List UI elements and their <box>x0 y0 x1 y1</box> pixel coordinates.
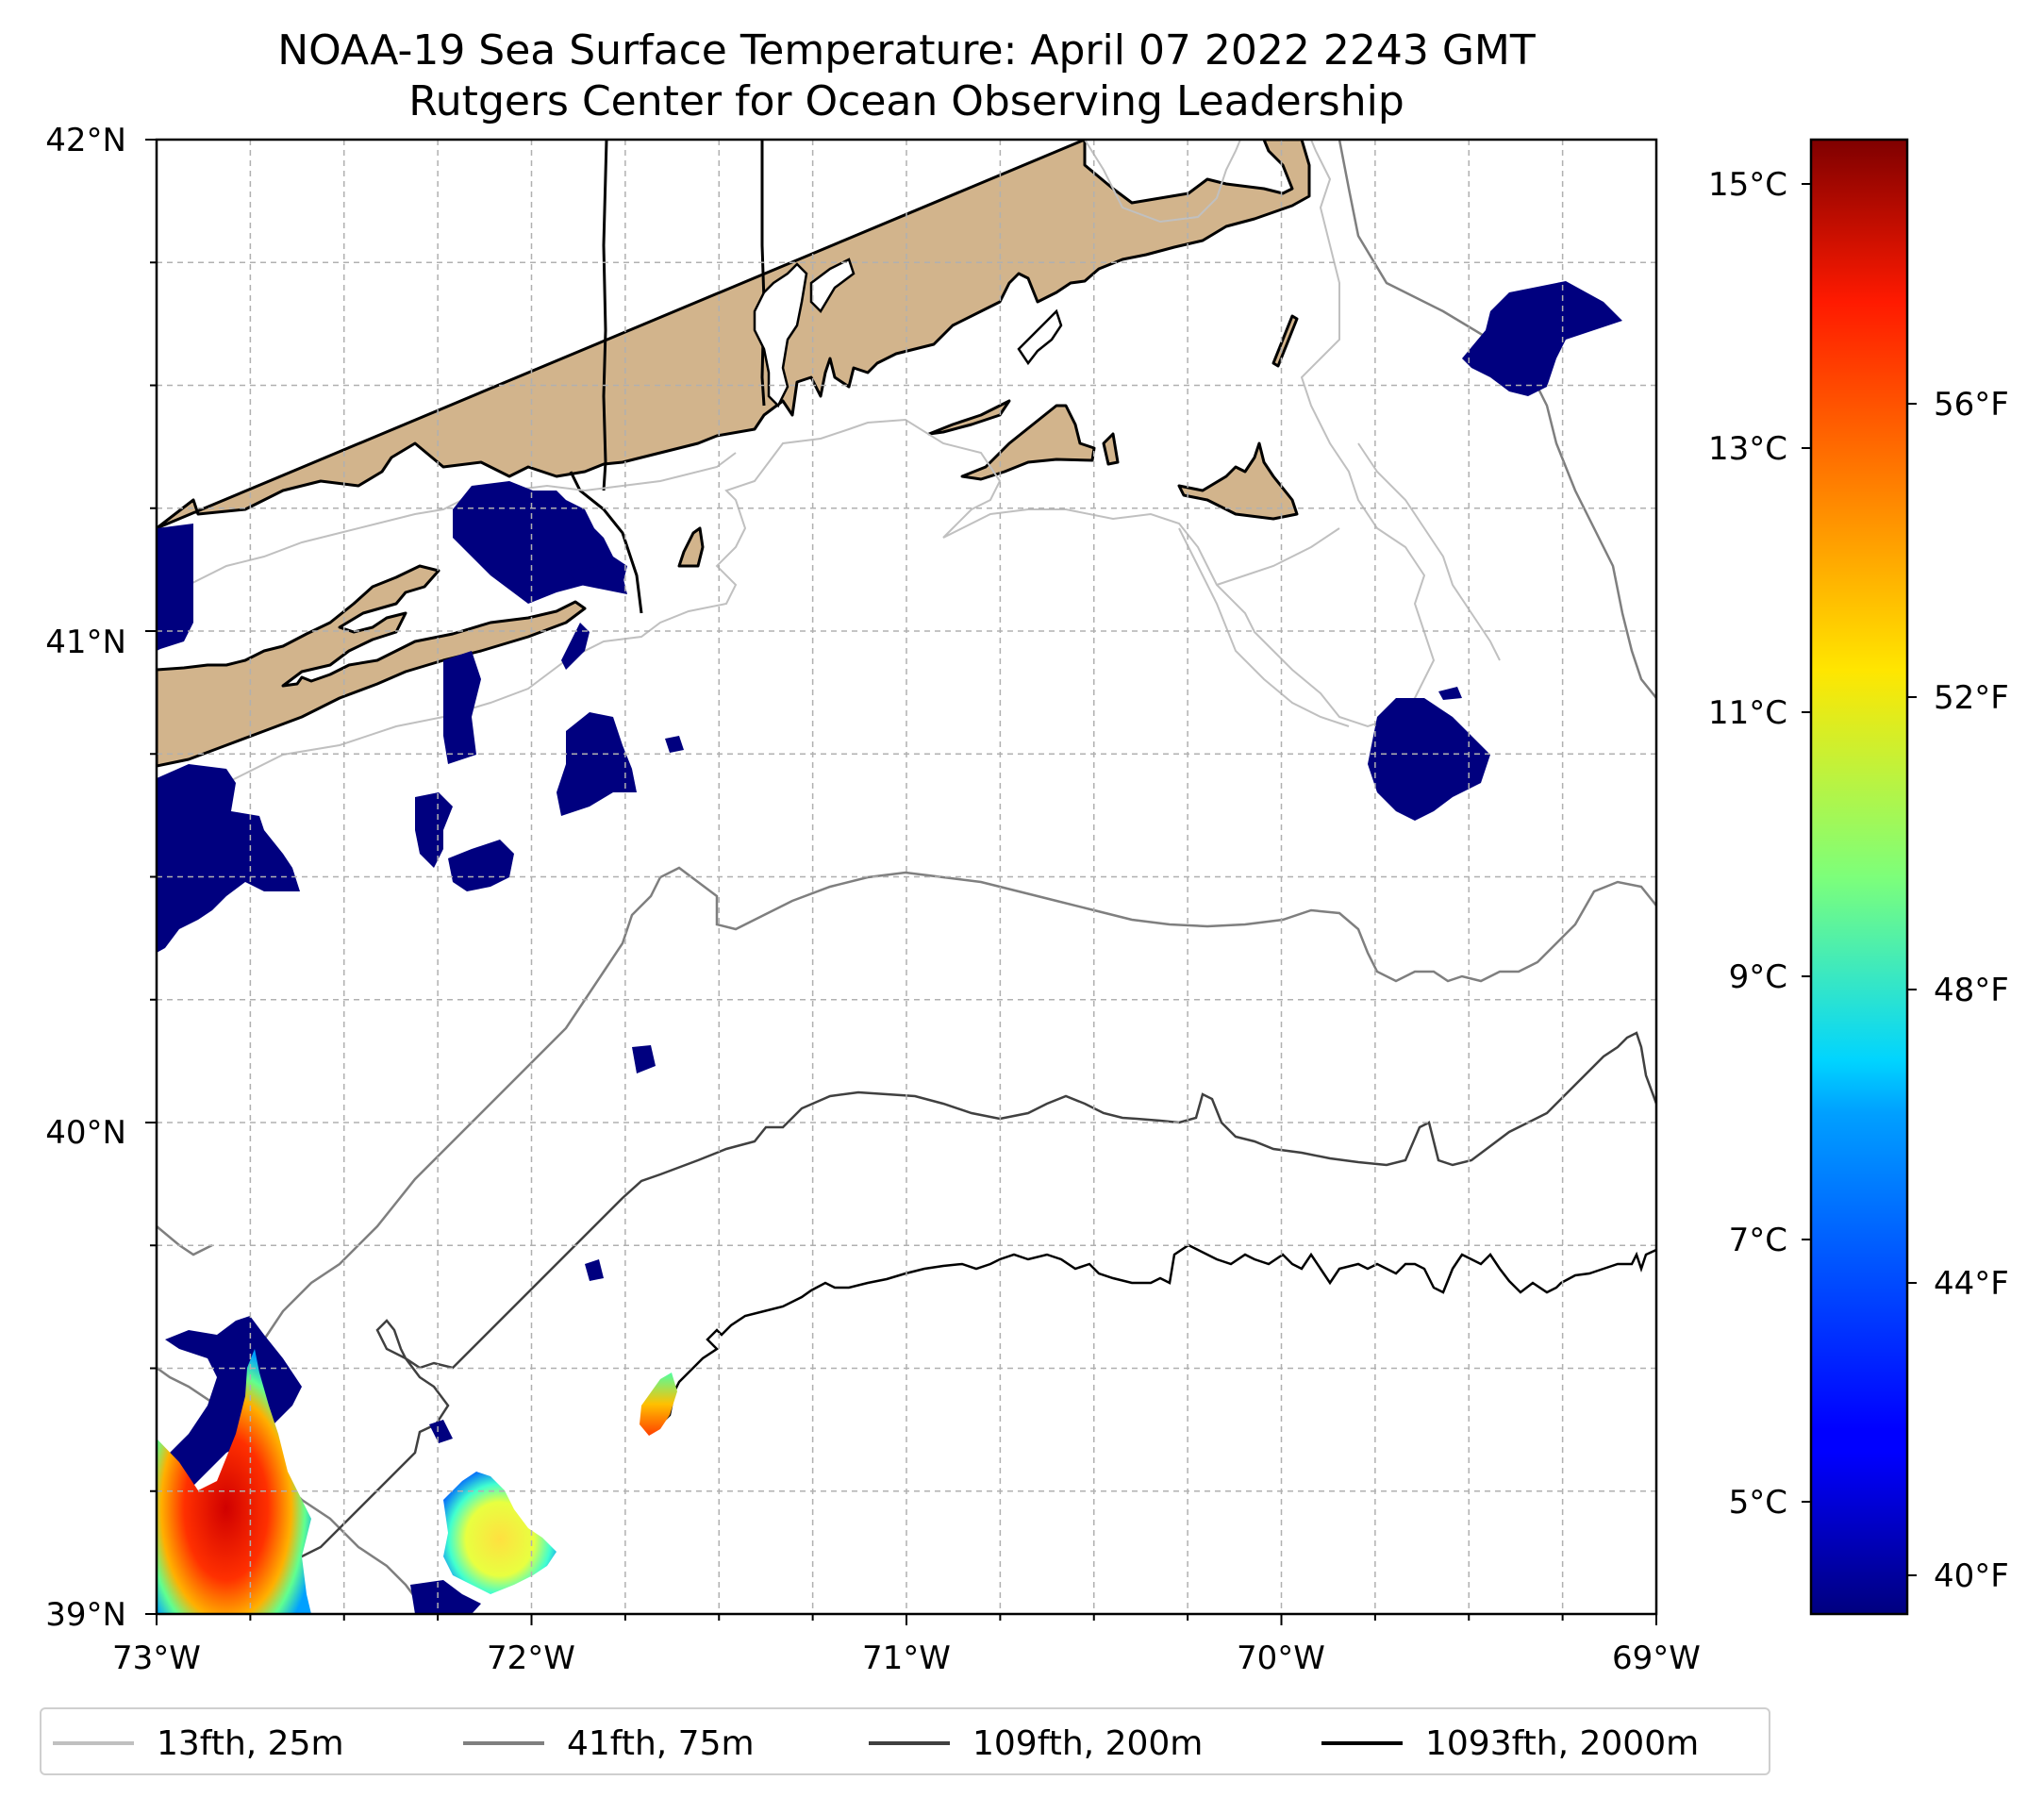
sst-cold-ny-bight-2 <box>157 764 300 953</box>
legend-swatch <box>53 1741 134 1745</box>
colorbar-gradient <box>1809 138 1909 1616</box>
lat-tick-label: 40°N <box>45 1114 126 1152</box>
colorbar-celsius-label: 5°C <box>1729 1484 1787 1522</box>
sst-warm-gulf-stream-west <box>157 1349 311 1614</box>
legend-label: 13fth, 25m <box>157 1723 344 1763</box>
new-england-mainland <box>157 140 1311 530</box>
colorbar: 15°C 13°C 11°C 9°C 7°C 5°C 56°F 52°F 48°… <box>1708 138 2009 1616</box>
mt-hope-bay <box>809 258 856 314</box>
legend-item: 41fth, 75m <box>463 1709 755 1777</box>
ct-ri-border <box>602 140 608 491</box>
monomoy-island <box>1271 314 1299 368</box>
bays <box>753 258 1063 408</box>
axis-ticks <box>145 139 1657 1625</box>
legend-item: 109fth, 200m <box>869 1709 1203 1777</box>
sst-cold-slope-3 <box>585 1259 604 1281</box>
bathymetry-contours <box>157 140 1656 1614</box>
colorbar-celsius-label: 13°C <box>1708 430 1787 468</box>
sst-cold-nantucket-dot <box>1438 687 1462 700</box>
sst-warm-patches <box>157 1349 677 1614</box>
buzzards-bay <box>1017 308 1063 366</box>
block-island <box>677 526 705 568</box>
sst-cold-shelf-1 <box>557 712 637 816</box>
colorbar-celsius-label: 7°C <box>1729 1222 1787 1259</box>
sst-cold-slope-1 <box>157 1316 302 1500</box>
lat-tick-labels: 42°N 41°N 40°N 39°N <box>45 122 126 1634</box>
martha-vineyard <box>960 404 1096 481</box>
colorbar-fahrenheit-label: 44°F <box>1934 1265 2009 1303</box>
lon-tick-label: 72°W <box>487 1639 575 1677</box>
land-masses <box>157 140 1311 768</box>
map-title-line1: NOAA-19 Sea Surface Temperature: April 0… <box>277 26 1536 75</box>
lon-tick-label: 71°W <box>862 1639 951 1677</box>
colorbar-fahrenheit-label: 48°F <box>1934 972 2009 1009</box>
legend-label: 109fth, 200m <box>972 1723 1204 1763</box>
sst-cold-patches <box>157 281 1622 1614</box>
sst-cold-georges <box>1462 281 1622 396</box>
sst-cold-east-li <box>443 651 481 764</box>
colorbar-fahrenheit-label: 40°F <box>1934 1557 2009 1595</box>
muskeget-island <box>1102 432 1120 466</box>
sst-cold-shelf-2 <box>415 792 453 868</box>
sst-cold-li-sound-2 <box>566 566 627 594</box>
sst-warm-gulf-stream-mid <box>443 1472 557 1594</box>
colorbar-fahrenheit-label: 52°F <box>1934 679 2009 717</box>
ny-ct-border <box>569 471 643 614</box>
nantucket <box>1177 441 1299 521</box>
lat-tick-label: 39°N <box>45 1596 126 1634</box>
contour-2000m <box>650 1243 1656 1428</box>
elizabeth-islands <box>927 399 1011 436</box>
lon-tick-label: 69°W <box>1612 1639 1701 1677</box>
colorbar-celsius-label: 15°C <box>1708 166 1787 204</box>
colorbar-celsius-label: 11°C <box>1708 694 1787 732</box>
legend-label: 1093fth, 2000m <box>1425 1723 1700 1763</box>
gridlines <box>157 140 1656 1614</box>
long-island <box>157 564 587 768</box>
bathymetry-legend: 13fth, 25m 41fth, 75m 109fth, 200m 1093f… <box>40 1707 1770 1775</box>
contour-200m <box>225 1031 1656 1614</box>
legend-swatch <box>1321 1741 1403 1745</box>
map-title-line2: Rutgers Center for Ocean Observing Leade… <box>408 77 1404 125</box>
colorbar-celsius-ticks <box>1802 183 1811 1503</box>
colorbar-fahrenheit-ticks <box>1907 403 1917 1576</box>
sst-cold-shelf-4 <box>665 736 684 753</box>
legend-item: 1093fth, 2000m <box>1321 1709 1699 1777</box>
sst-cold-slope-2 <box>429 1420 453 1443</box>
contour-75m <box>1338 140 1656 699</box>
legend-swatch <box>869 1741 950 1745</box>
sst-cold-nantucket-shoals <box>1368 698 1490 821</box>
sst-cold-shelf-3 <box>448 840 514 891</box>
colorbar-celsius-label: 9°C <box>1729 958 1787 996</box>
legend-item: 13fth, 25m <box>53 1709 344 1777</box>
sst-warm-filament <box>640 1373 677 1436</box>
narragansett-bay <box>753 262 808 408</box>
lon-tick-label: 73°W <box>112 1639 201 1677</box>
sst-cold-block-island-south <box>561 623 590 670</box>
sst-cold-shelf-5 <box>632 1045 656 1073</box>
legend-label: 41fth, 75m <box>567 1723 755 1763</box>
lat-tick-label: 41°N <box>45 624 126 661</box>
lon-tick-label: 70°W <box>1237 1639 1325 1677</box>
sst-cold-ny-bight-1 <box>157 524 193 651</box>
legend-swatch <box>463 1741 544 1745</box>
lat-tick-label: 42°N <box>45 122 126 159</box>
contour-25m <box>157 140 1436 840</box>
sst-cold-slope-4 <box>410 1580 481 1614</box>
colorbar-fahrenheit-label: 56°F <box>1934 386 2009 424</box>
lon-tick-labels: 73°W 72°W 71°W 70°W 69°W <box>112 1639 1701 1677</box>
map-area <box>157 140 1656 1614</box>
